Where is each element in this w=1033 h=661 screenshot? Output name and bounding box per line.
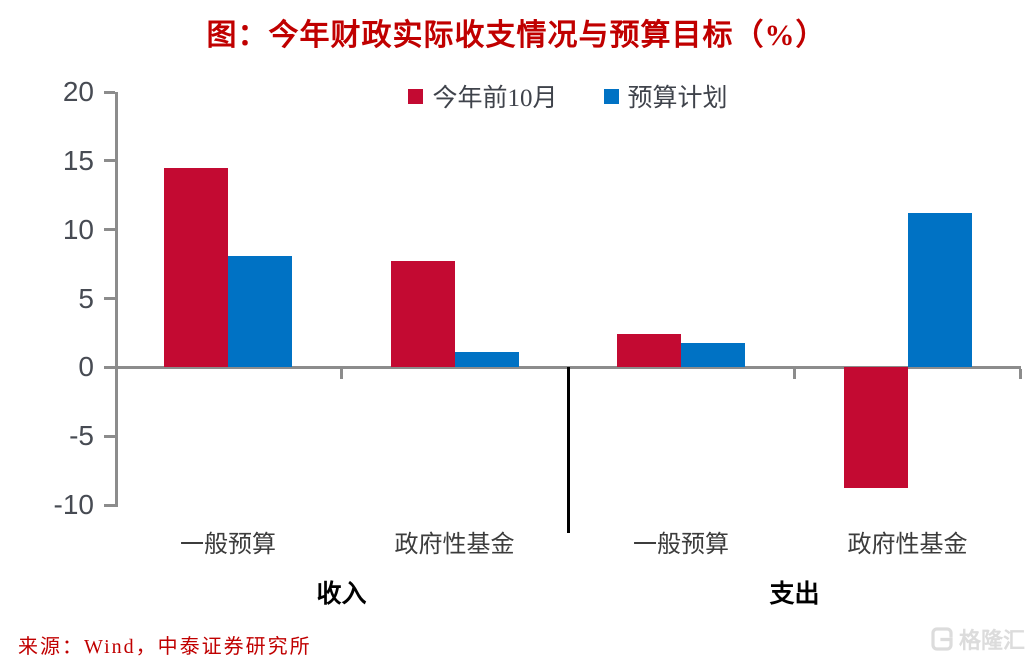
y-axis-tick-label: 10 <box>62 213 94 245</box>
y-axis-tick-label: 15 <box>62 144 94 176</box>
chart-title: 图：今年财政实际收支情况与预算目标（%） <box>206 19 827 52</box>
x-category-label: 一般预算 <box>633 532 729 558</box>
y-axis-tick <box>104 297 115 300</box>
legend-label: 今年前10月 <box>432 85 558 112</box>
y-axis-tick-label: -10 <box>53 489 94 520</box>
x-category-label: 政府性基金 <box>847 532 968 558</box>
x-category-label: 一般预算 <box>180 532 276 558</box>
bar-series0-cat0 <box>164 167 229 368</box>
x-axis-tick <box>792 369 796 380</box>
x-group-label: 收入 <box>316 581 367 608</box>
legend-item-series0: 今年前10月 <box>408 78 558 114</box>
y-axis-tick-label: -5 <box>69 420 94 452</box>
y-axis-tick-label: 0 <box>78 351 94 383</box>
y-axis-tick <box>104 159 115 163</box>
bar-series1-cat3 <box>907 213 972 368</box>
y-axis-tick-label: 5 <box>78 282 94 314</box>
bar-series1-cat0 <box>228 255 293 368</box>
legend-label: 预算计划 <box>627 85 728 112</box>
source-note: 来源：Wind，中泰证券研究所 <box>18 636 312 658</box>
watermark-text: 格隆汇 <box>958 628 1025 653</box>
y-axis-line <box>115 92 118 507</box>
bar-series1-cat2 <box>681 342 746 368</box>
bar-series0-cat2 <box>617 334 682 368</box>
plot-area: 20 15 10 5 0 -5 -10 <box>54 78 1022 534</box>
x-axis-tick <box>339 369 343 380</box>
x-category-label: 政府性基金 <box>394 532 515 558</box>
legend-swatch-icon <box>603 88 619 104</box>
y-axis-tick <box>104 434 115 438</box>
y-axis-tick <box>104 228 115 232</box>
legend: 今年前10月 预算计划 <box>115 80 1021 112</box>
section-divider <box>566 367 570 534</box>
bar-series1-cat1 <box>454 352 519 368</box>
gelonghui-logo-icon <box>931 627 953 651</box>
y-axis-tick-label: 20 <box>62 76 94 107</box>
bar-series0-cat3 <box>843 367 908 489</box>
legend-item-series1: 预算计划 <box>603 78 728 114</box>
legend-swatch-icon <box>408 88 424 104</box>
y-axis-tick <box>104 365 115 369</box>
x-axis-tick <box>1019 369 1022 380</box>
bar-series0-cat1 <box>390 261 455 368</box>
x-group-label: 支出 <box>769 581 820 608</box>
gelonghui-watermark: 格隆汇 <box>930 623 1025 655</box>
y-axis-tick <box>104 503 115 507</box>
y-axis-tick <box>104 90 115 94</box>
